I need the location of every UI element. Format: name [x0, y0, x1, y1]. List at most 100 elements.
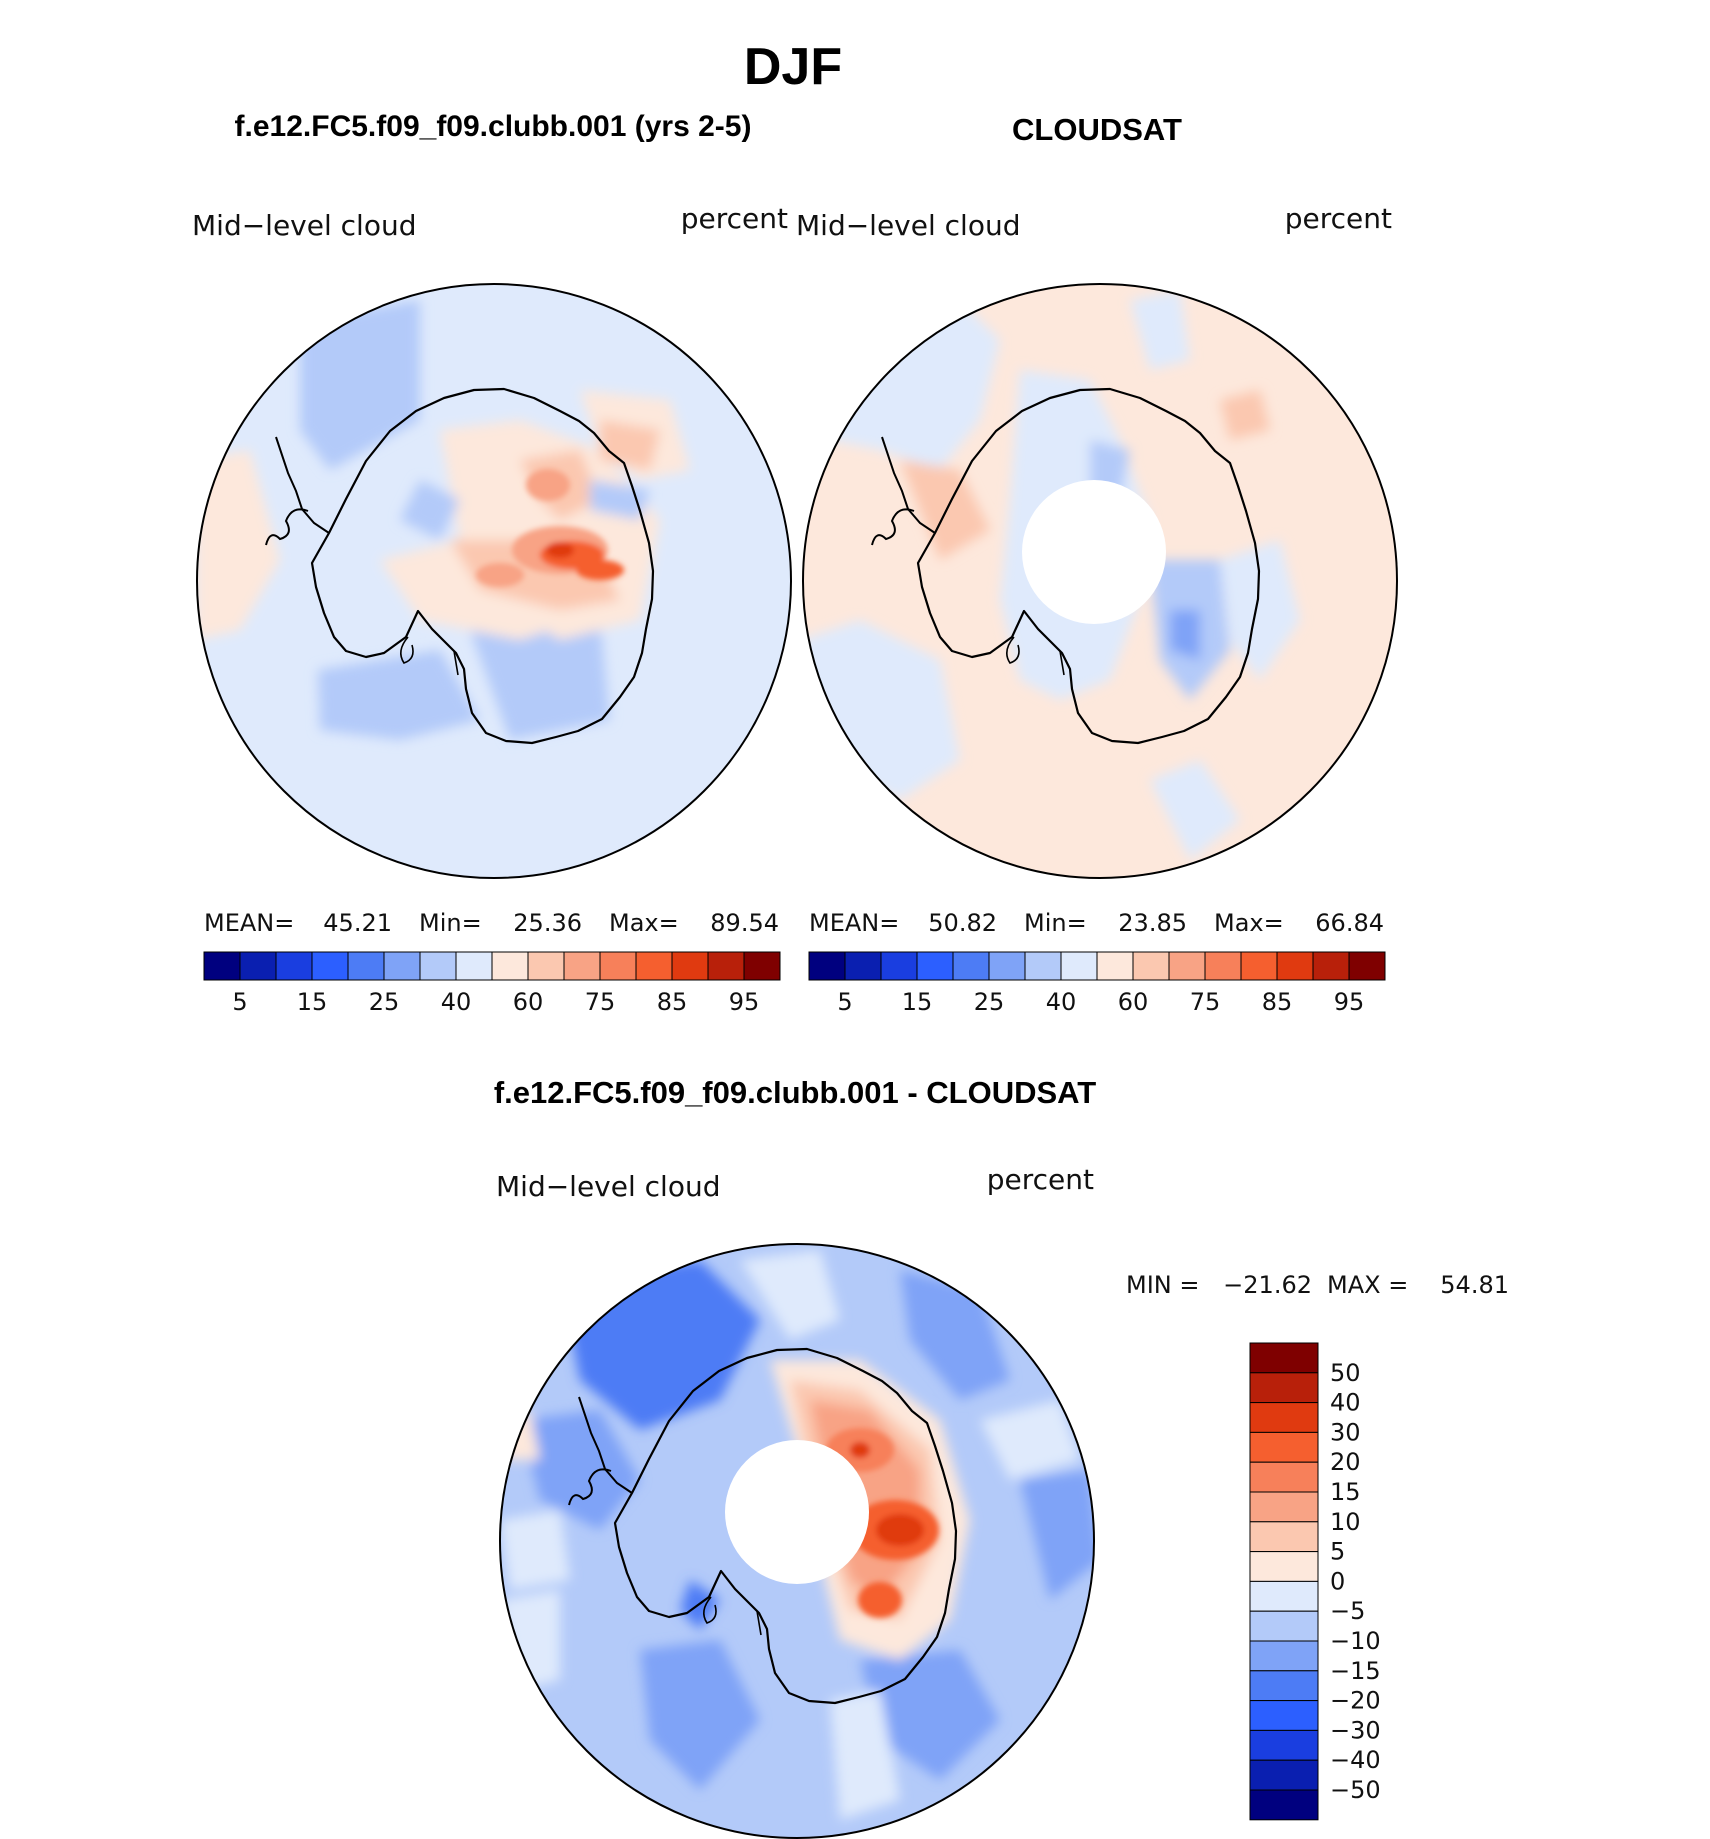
obs-mean-label: MEAN=	[809, 909, 899, 937]
obs-colorbar-swatch	[1096, 951, 1134, 981]
obs-colorbar-swatch	[1348, 951, 1386, 981]
model-max-label: Max=	[609, 909, 679, 937]
model-max-value: 89.54	[710, 909, 779, 937]
diff-variable-label: Mid−level cloud	[496, 1170, 720, 1203]
diff-colorbar-label: −30	[1330, 1716, 1381, 1744]
diff-colorbar-swatch	[1249, 1729, 1319, 1761]
obs-colorbar-label: 15	[902, 988, 933, 1016]
obs-stats: MEAN= 50.82 Min= 23.85 Max= 66.84	[809, 909, 1384, 937]
model-colorbar-swatch	[419, 951, 457, 981]
obs-max-label: Max=	[1214, 909, 1284, 937]
obs-map	[802, 283, 1398, 879]
obs-colorbar-swatch	[880, 951, 918, 981]
diff-colorbar-label: 0	[1330, 1567, 1345, 1595]
diff-colorbar-swatch	[1249, 1491, 1319, 1523]
diff-colorbar-label: 15	[1330, 1478, 1361, 1506]
model-mean-value: 45.21	[323, 909, 392, 937]
model-colorbar-swatch	[347, 951, 385, 981]
obs-mean-value: 50.82	[928, 909, 997, 937]
obs-max-value: 66.84	[1315, 909, 1384, 937]
obs-colorbar-label: 85	[1262, 988, 1293, 1016]
model-colorbar-label: 85	[657, 988, 688, 1016]
diff-colorbar-label: 30	[1330, 1418, 1361, 1446]
diff-colorbar-swatch	[1249, 1461, 1319, 1493]
diff-units-label: percent	[987, 1163, 1094, 1196]
diff-colorbar-label: 10	[1330, 1508, 1361, 1536]
model-colorbar-swatch	[743, 951, 781, 981]
diff-colorbar-swatch	[1249, 1580, 1319, 1612]
diff-colorbar-swatch	[1249, 1610, 1319, 1642]
diff-colorbar-swatch	[1249, 1431, 1319, 1463]
model-stats: MEAN= 45.21 Min= 25.36 Max= 89.54	[204, 909, 779, 937]
diff-max-label: MAX =	[1327, 1271, 1408, 1299]
obs-colorbar-label: 95	[1334, 988, 1365, 1016]
model-colorbar-swatch	[671, 951, 709, 981]
obs-min-label: Min=	[1024, 909, 1087, 937]
diff-colorbar-swatch	[1249, 1789, 1319, 1821]
diff-colorbar-label: 40	[1330, 1389, 1361, 1417]
diff-colorbar-label: −40	[1330, 1746, 1381, 1774]
diff-colorbar-swatch	[1249, 1402, 1319, 1433]
obs-colorbar-label: 75	[1190, 988, 1221, 1016]
diff-max-value: 54.81	[1440, 1271, 1509, 1299]
diff-colorbar-label: −15	[1330, 1657, 1381, 1685]
diff-map	[499, 1243, 1095, 1839]
obs-colorbar-label: 5	[837, 988, 852, 1016]
diff-colorbar-swatch	[1249, 1640, 1319, 1672]
diff-colorbar-label: 20	[1330, 1448, 1361, 1476]
model-colorbar-swatch	[275, 951, 313, 981]
diff-colorbar-label: −50	[1330, 1776, 1381, 1804]
model-variable-label: Mid−level cloud	[192, 209, 416, 242]
model-colorbar-swatch	[707, 951, 745, 981]
model-units-label: percent	[681, 202, 788, 235]
model-colorbar-label: 15	[297, 988, 328, 1016]
diff-colorbar-label: 50	[1330, 1359, 1361, 1387]
obs-colorbar-label: 25	[974, 988, 1005, 1016]
diff-colorbar-label: −20	[1330, 1687, 1381, 1715]
obs-colorbar-swatch	[952, 951, 990, 981]
obs-colorbar-swatch	[1240, 951, 1278, 981]
model-colorbar-label: 60	[513, 988, 544, 1016]
diff-colorbar-swatch	[1249, 1342, 1319, 1374]
obs-colorbar-swatch	[1132, 951, 1170, 981]
model-colorbar-swatch	[383, 951, 421, 981]
diff-colorbar-swatch	[1249, 1759, 1319, 1791]
obs-colorbar-swatch	[1024, 951, 1062, 981]
obs-colorbar-swatch	[988, 951, 1026, 981]
obs-colorbar: 5 15 25 40 60 75 85 95	[808, 951, 1386, 1016]
obs-colorbar-swatch	[1312, 951, 1350, 981]
model-min-value: 25.36	[513, 909, 582, 937]
model-colorbar-swatch	[311, 951, 349, 981]
model-colorbar-swatch	[455, 951, 493, 981]
model-map	[196, 283, 792, 879]
obs-colorbar-swatch	[808, 951, 846, 981]
model-colorbar-label: 5	[232, 988, 247, 1016]
obs-colorbar-label: 60	[1118, 988, 1149, 1016]
diff-min-label: MIN =	[1126, 1271, 1199, 1299]
diff-colorbar-swatch	[1249, 1521, 1319, 1553]
diff-case-title: f.e12.FC5.f09_f09.clubb.001 - CLOUDSAT	[494, 1075, 1096, 1110]
diff-colorbar-swatch	[1249, 1670, 1319, 1702]
diff-colorbar-label: 5	[1330, 1538, 1345, 1566]
model-colorbar-swatch	[491, 951, 529, 981]
obs-colorbar-label: 40	[1046, 988, 1077, 1016]
model-colorbar-label: 40	[441, 988, 472, 1016]
model-colorbar-swatch	[239, 951, 277, 981]
diff-minmax: MIN = −21.62 MAX = 54.81	[1126, 1271, 1509, 1299]
obs-units-label: percent	[1285, 202, 1392, 235]
model-colorbar-swatch	[563, 951, 601, 981]
diff-colorbar-swatch	[1249, 1551, 1319, 1582]
model-colorbar: 5 15 25 40 60 75 85 95	[203, 951, 781, 1016]
model-colorbar-swatch	[527, 951, 565, 981]
obs-colorbar-swatch	[1204, 951, 1242, 981]
diff-colorbar-swatch	[1249, 1700, 1319, 1731]
model-colorbar-label: 75	[585, 988, 616, 1016]
obs-colorbar-swatch	[1060, 951, 1098, 981]
model-min-label: Min=	[419, 909, 482, 937]
obs-colorbar-swatch	[1168, 951, 1206, 981]
obs-case-title: CLOUDSAT	[1012, 112, 1182, 147]
obs-colorbar-swatch	[844, 951, 882, 981]
model-colorbar-swatch	[599, 951, 637, 981]
diff-colorbar-label: −5	[1330, 1597, 1365, 1625]
